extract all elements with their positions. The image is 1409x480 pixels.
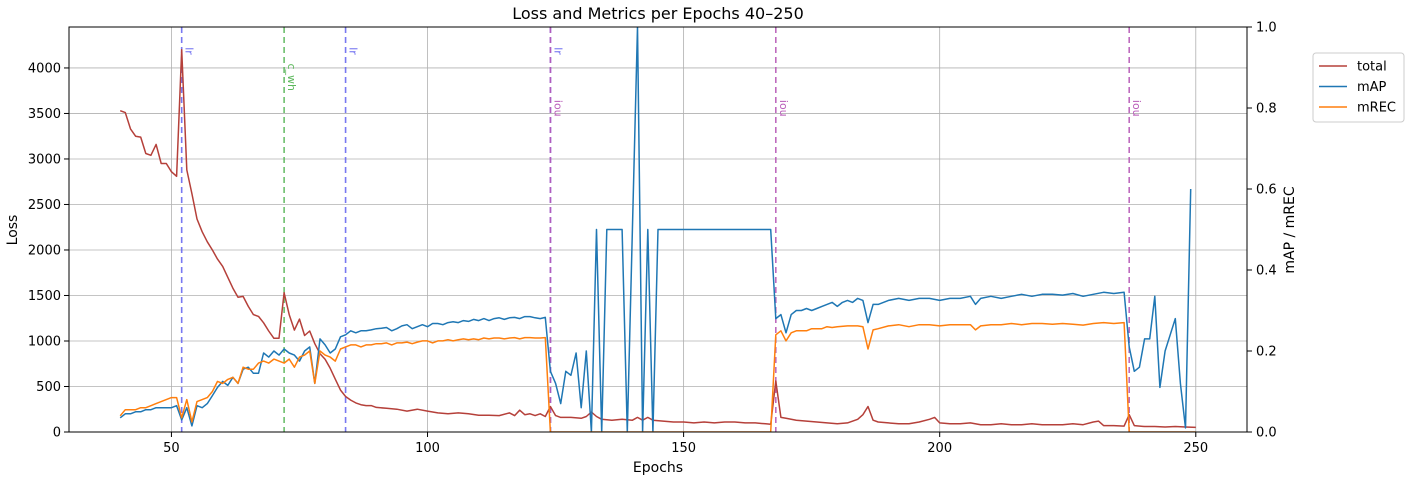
y-right-tick-label: 0.2 xyxy=(1256,345,1277,360)
x-tick-label: 150 xyxy=(671,441,696,456)
y-left-tick-label: 1500 xyxy=(28,289,61,304)
event-line-label: iou xyxy=(777,100,790,117)
y-right-tick-label: 0.0 xyxy=(1256,426,1277,441)
event-line-label: lr xyxy=(183,47,196,55)
y-left-tick-label: 1000 xyxy=(28,334,61,349)
event-line-label: lr xyxy=(347,47,360,55)
y-left-tick-label: 0 xyxy=(53,426,61,441)
y-left-tick-label: 500 xyxy=(36,380,61,395)
series-line-mrec xyxy=(119,321,1196,432)
y-right-tick-label: 0.4 xyxy=(1256,264,1277,279)
legend-box xyxy=(1312,52,1405,123)
y-axis-right-label: mAP / mREC xyxy=(1282,186,1298,273)
event-line-label: iou xyxy=(551,100,564,117)
x-tick-label: 100 xyxy=(415,441,440,456)
y-left-tick-label: 2500 xyxy=(28,198,61,213)
x-axis-ticks: 50 100 150 200 250 xyxy=(163,432,1208,456)
y-axis-right-ticks: 0.0 0.2 0.4 0.6 0.8 1.0 xyxy=(1247,21,1277,441)
y-left-tick-label: 4000 xyxy=(28,61,61,76)
x-axis-label: Epochs xyxy=(633,460,683,476)
y-right-tick-label: 0.8 xyxy=(1256,102,1277,117)
legend: total mAP mREC xyxy=(1312,52,1405,123)
plot-frame xyxy=(68,26,1248,433)
event-line-label: lr xyxy=(551,47,564,55)
y-right-tick-label: 1.0 xyxy=(1256,21,1277,36)
y-axis-left-ticks: 0 500 1000 1500 2000 2500 3000 3500 4000 xyxy=(28,61,69,441)
event-line-label: c_wh xyxy=(285,63,298,91)
y-left-tick-label: 3000 xyxy=(28,152,61,167)
x-tick-label: 50 xyxy=(163,441,180,456)
series-line-map xyxy=(119,27,1192,432)
y-left-tick-label: 2000 xyxy=(28,243,61,258)
series-group xyxy=(119,27,1196,432)
legend-entry-mrec: mREC xyxy=(1357,101,1396,116)
legend-entry-map: mAP xyxy=(1357,80,1387,95)
x-tick-label: 200 xyxy=(927,441,952,456)
y-axis-left-label: Loss xyxy=(5,215,21,246)
event-line-label: iou xyxy=(1130,100,1143,117)
y-right-tick-label: 0.6 xyxy=(1256,183,1277,198)
legend-entry-total: total xyxy=(1357,60,1387,75)
series-line-total xyxy=(119,49,1196,429)
x-tick-label: 250 xyxy=(1183,441,1208,456)
y-left-tick-label: 3500 xyxy=(28,107,61,122)
event-lines: lr c_wh lr lr iou iou iou xyxy=(180,27,1143,432)
chart-title: Loss and Metrics per Epochs 40–250 xyxy=(512,4,804,23)
